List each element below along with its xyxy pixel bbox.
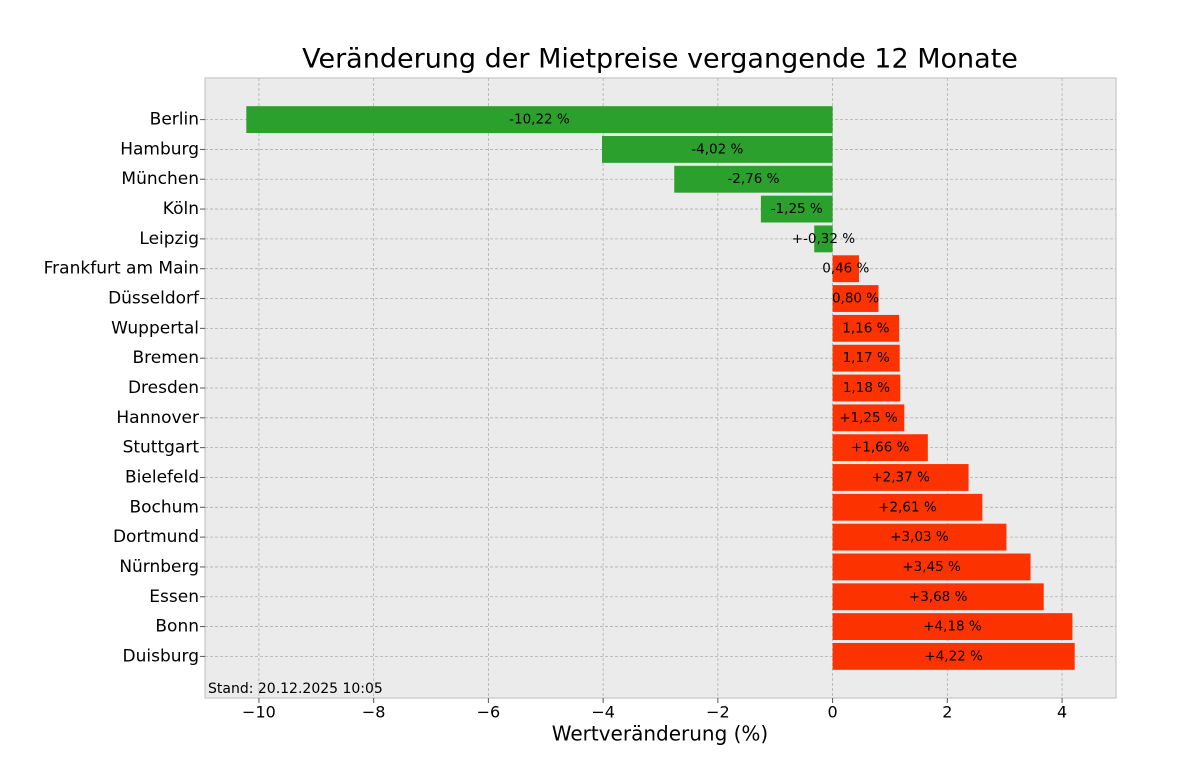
value-label: +4,22 % (924, 648, 983, 664)
value-label: +1,66 % (851, 440, 910, 456)
y-tick-label: Düsseldorf (108, 289, 200, 309)
bar (832, 404, 905, 432)
value-label: +4,18 % (923, 619, 982, 635)
y-tick-label: Nürnberg (119, 557, 199, 577)
y-tick-label: Frankfurt am Main (44, 259, 199, 279)
bar (832, 434, 928, 462)
y-tick-label: Köln (163, 199, 199, 219)
value-label: -4,02 % (691, 141, 743, 157)
annotation: Stand: 20.12.2025 10:05 (208, 681, 383, 697)
x-tick-label: 4 (1057, 703, 1067, 722)
bar (674, 165, 833, 193)
bar (832, 583, 1044, 611)
value-label: +3,45 % (902, 559, 961, 575)
y-tick-label: München (121, 169, 199, 189)
bar (246, 106, 833, 134)
value-label: +2,61 % (878, 499, 937, 515)
value-label: 0,80 % (832, 291, 879, 307)
bar (601, 136, 833, 163)
value-label: 1,17 % (843, 350, 890, 366)
y-tick-label: Bochum (129, 497, 199, 517)
bar (832, 613, 1073, 640)
bar (832, 285, 879, 312)
y-tick-label: Essen (149, 587, 199, 607)
y-tick-label: Bonn (155, 617, 199, 637)
value-label: 1,18 % (843, 380, 890, 396)
bar (832, 523, 1007, 551)
value-label: +2,37 % (871, 469, 930, 485)
value-label: -10,22 % (509, 112, 570, 128)
y-tick-label: Stuttgart (123, 438, 200, 458)
y-tick-label: Dortmund (113, 527, 199, 547)
value-label: +3,03 % (890, 529, 949, 545)
bar (760, 195, 833, 223)
x-tick-label: 0 (828, 703, 838, 722)
bar (832, 464, 969, 491)
y-tick-label: Dresden (128, 378, 199, 398)
bar (832, 314, 900, 342)
y-tick-label: Bielefeld (125, 467, 199, 487)
x-tick-label: −4 (591, 703, 615, 722)
bar (814, 225, 833, 253)
x-tick-label: −8 (362, 703, 386, 722)
y-tick-label: Wuppertal (111, 318, 199, 338)
value-label: 0,46 % (822, 261, 869, 277)
value-label: +1,25 % (839, 410, 898, 426)
x-tick-label: −6 (477, 703, 501, 722)
value-label: +3,68 % (909, 589, 968, 605)
y-tick-label: Berlin (150, 110, 199, 130)
x-tick-label: −2 (706, 703, 730, 722)
y-tick-label: Leipzig (139, 229, 199, 249)
bar (832, 344, 900, 372)
bar (832, 642, 1075, 670)
x-tick-label: −10 (242, 703, 276, 722)
value-label: -1,25 % (771, 201, 823, 217)
y-tick-label: Duisburg (123, 646, 200, 666)
value-label: -2,76 % (727, 171, 779, 187)
bar (832, 255, 859, 283)
y-tick-label: Hamburg (120, 139, 199, 159)
x-tick-label: 2 (942, 703, 952, 722)
value-label: 1,16 % (842, 320, 889, 336)
value-label: +-0,32 % (792, 231, 856, 247)
x-axis-label: Wertveränderung (%) (552, 722, 769, 746)
bar (832, 493, 983, 521)
y-tick-label: Hannover (116, 408, 199, 428)
bar (832, 374, 901, 402)
chart-title: Veränderung der Mietpreise vergangende 1… (302, 44, 1018, 75)
bar (832, 553, 1031, 581)
y-tick-label: Bremen (132, 348, 199, 368)
